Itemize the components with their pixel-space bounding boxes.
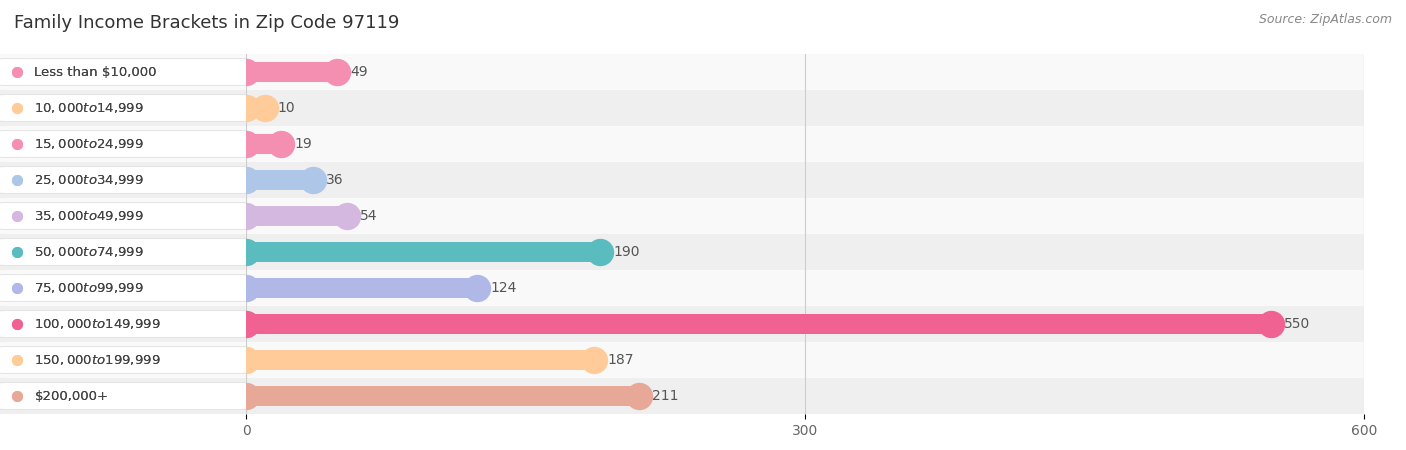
Text: $15,000 to $24,999: $15,000 to $24,999 [35,137,145,151]
Text: $150,000 to $199,999: $150,000 to $199,999 [35,353,160,367]
Text: $35,000 to $49,999: $35,000 to $49,999 [35,209,145,223]
Text: 550: 550 [1284,317,1310,331]
Text: Less than $10,000: Less than $10,000 [35,66,157,78]
Text: 190: 190 [613,245,640,259]
Text: Family Income Brackets in Zip Code 97119: Family Income Brackets in Zip Code 97119 [14,14,399,32]
Bar [246,278,477,298]
FancyBboxPatch shape [0,378,246,414]
Text: $150,000 to $199,999: $150,000 to $199,999 [35,353,160,367]
FancyBboxPatch shape [0,342,246,378]
FancyBboxPatch shape [0,382,249,410]
Text: Source: ZipAtlas.com: Source: ZipAtlas.com [1258,14,1392,27]
Text: 10: 10 [278,101,295,115]
FancyBboxPatch shape [0,202,249,230]
Bar [246,170,314,190]
Text: $200,000+: $200,000+ [35,390,108,402]
FancyBboxPatch shape [0,90,246,126]
Text: $75,000 to $99,999: $75,000 to $99,999 [35,281,145,295]
Bar [246,314,1271,334]
FancyBboxPatch shape [0,130,249,158]
Bar [246,206,347,226]
Text: $15,000 to $24,999: $15,000 to $24,999 [35,137,145,151]
Text: 187: 187 [607,353,634,367]
FancyBboxPatch shape [0,58,249,86]
Text: $200,000+: $200,000+ [35,390,108,402]
FancyBboxPatch shape [0,310,249,338]
FancyBboxPatch shape [0,198,246,234]
Bar [246,386,640,406]
FancyBboxPatch shape [0,346,249,374]
Bar [228,54,1406,90]
Text: $10,000 to $14,999: $10,000 to $14,999 [35,101,145,115]
Text: $50,000 to $74,999: $50,000 to $74,999 [35,245,145,259]
Text: 36: 36 [326,173,344,187]
Text: $100,000 to $149,999: $100,000 to $149,999 [35,317,160,331]
Text: $25,000 to $34,999: $25,000 to $34,999 [35,173,145,187]
Bar [228,342,1406,378]
Text: $25,000 to $34,999: $25,000 to $34,999 [35,173,145,187]
FancyBboxPatch shape [0,234,246,270]
Bar [246,134,281,154]
FancyBboxPatch shape [0,166,249,194]
Text: 124: 124 [491,281,516,295]
Bar [228,270,1406,306]
Bar [246,62,337,82]
FancyBboxPatch shape [0,310,249,338]
Bar [246,242,600,262]
Bar [228,306,1406,342]
Text: $100,000 to $149,999: $100,000 to $149,999 [35,317,160,331]
FancyBboxPatch shape [0,126,246,162]
Bar [246,350,595,370]
Bar [228,234,1406,270]
FancyBboxPatch shape [0,58,249,86]
Bar [228,90,1406,126]
Text: 19: 19 [294,137,312,151]
FancyBboxPatch shape [0,94,249,122]
Text: $35,000 to $49,999: $35,000 to $49,999 [35,209,145,223]
FancyBboxPatch shape [0,130,249,158]
FancyBboxPatch shape [0,94,249,122]
FancyBboxPatch shape [0,274,249,302]
Bar [246,98,264,118]
FancyBboxPatch shape [0,306,246,342]
FancyBboxPatch shape [0,382,249,410]
Bar [228,126,1406,162]
Text: $75,000 to $99,999: $75,000 to $99,999 [35,281,145,295]
Text: 54: 54 [360,209,377,223]
FancyBboxPatch shape [0,346,249,374]
FancyBboxPatch shape [0,202,249,230]
FancyBboxPatch shape [0,166,249,194]
Text: 211: 211 [652,389,679,403]
FancyBboxPatch shape [0,238,249,266]
Bar [228,198,1406,234]
Bar [228,378,1406,414]
Text: Less than $10,000: Less than $10,000 [35,66,157,78]
FancyBboxPatch shape [0,162,246,198]
Bar [228,162,1406,198]
FancyBboxPatch shape [0,270,246,306]
Text: 49: 49 [350,65,368,79]
Text: $50,000 to $74,999: $50,000 to $74,999 [35,245,145,259]
FancyBboxPatch shape [0,274,249,302]
FancyBboxPatch shape [0,238,249,266]
Text: $10,000 to $14,999: $10,000 to $14,999 [35,101,145,115]
FancyBboxPatch shape [0,54,246,90]
